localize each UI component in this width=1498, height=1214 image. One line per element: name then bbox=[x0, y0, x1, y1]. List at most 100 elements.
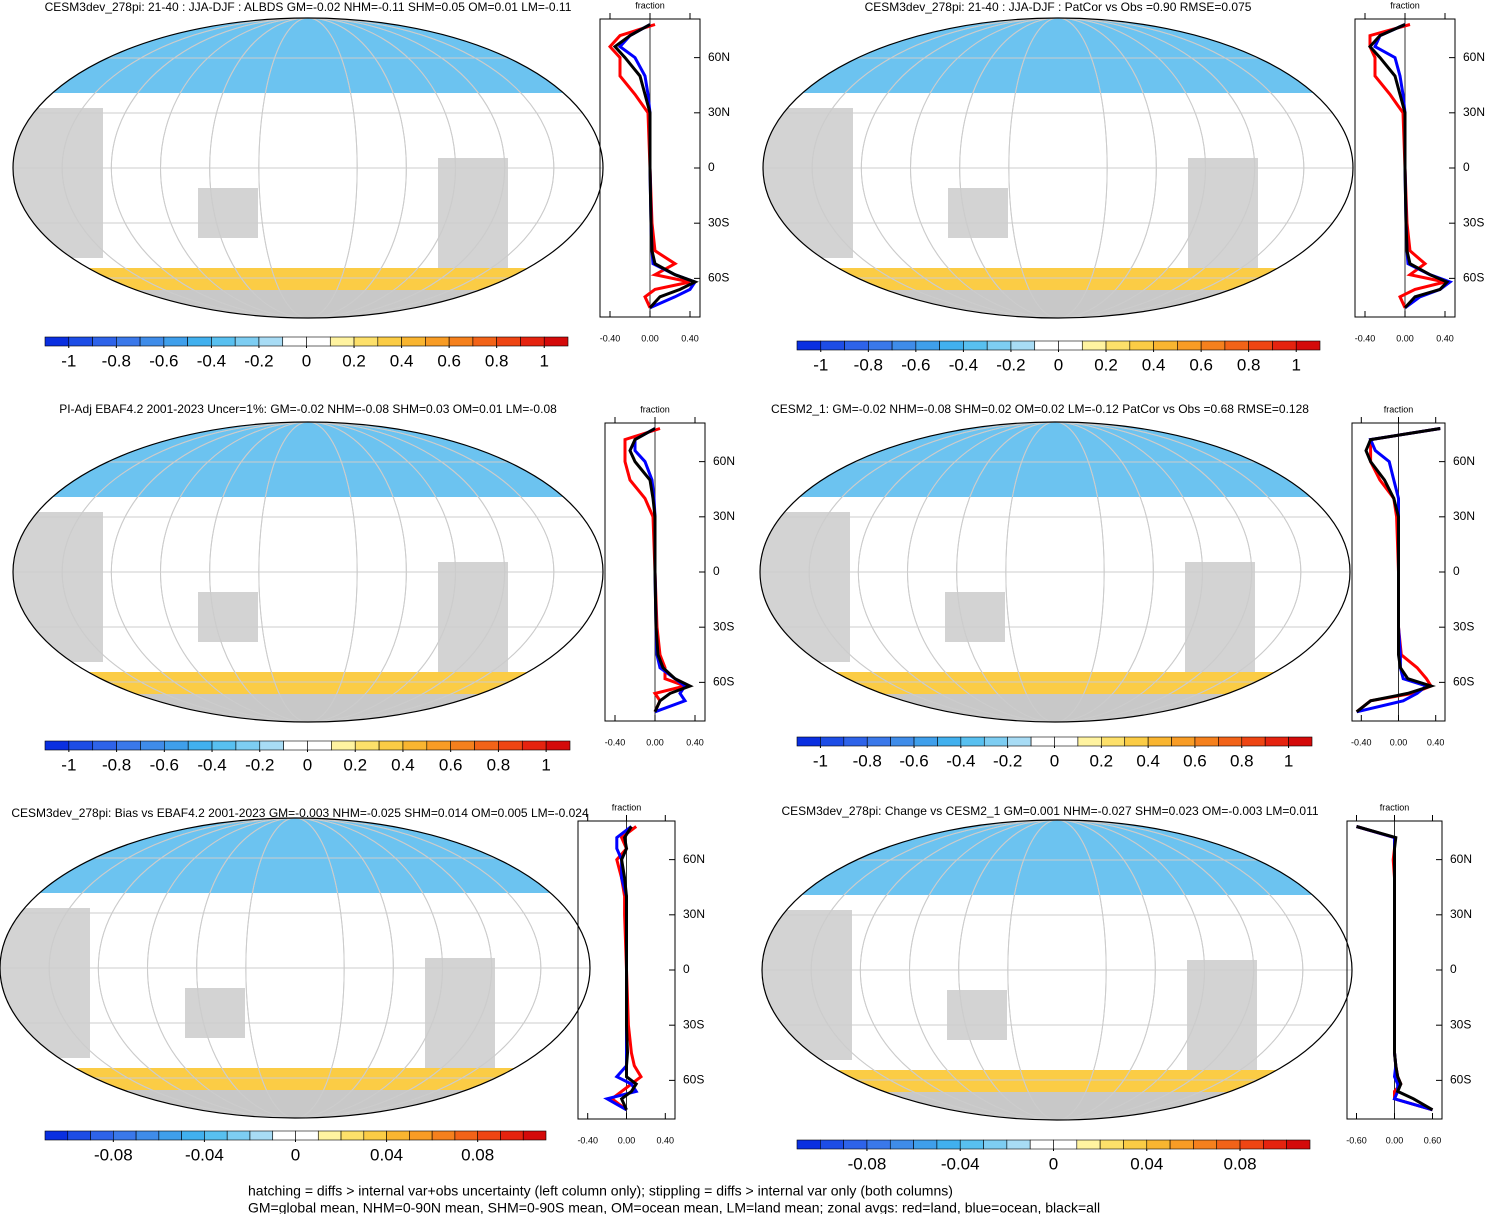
colorbar-box bbox=[211, 336, 236, 347]
map-meridian bbox=[196, 818, 394, 1118]
map-meridian bbox=[209, 422, 407, 722]
zonal-line bbox=[1368, 23, 1446, 309]
colorbar-label: 0.8 bbox=[487, 755, 511, 774]
y-tick-label: 60N bbox=[683, 852, 705, 866]
colorbar-label: 0.08 bbox=[1223, 1154, 1256, 1173]
colorbar-label: -0.04 bbox=[185, 1145, 224, 1164]
x-tick-label: 0.00 bbox=[1390, 737, 1408, 747]
map-field bbox=[0, 818, 590, 1118]
colorbar-label: -0.2 bbox=[993, 751, 1022, 770]
y-tick-label: 30S bbox=[1463, 215, 1484, 229]
colorbar-box bbox=[1129, 340, 1154, 351]
x-tick-label: 0.40 bbox=[657, 1135, 675, 1145]
map-meridian bbox=[910, 18, 1206, 318]
colorbar-box bbox=[936, 1139, 961, 1150]
colorbar-box bbox=[796, 1139, 821, 1150]
map-field bbox=[760, 422, 1350, 722]
y-tick-label: 60N bbox=[713, 454, 735, 468]
colorbar-box bbox=[402, 740, 428, 751]
colorbar-box bbox=[116, 740, 141, 751]
panel-title: PI-Adj EBAF4.2 2001-2023 Uncer=1%: GM=-0… bbox=[59, 402, 557, 416]
colorbar-label: 0 bbox=[302, 351, 311, 370]
colorbar-label: -0.4 bbox=[949, 355, 978, 374]
colorbar-label: 1 bbox=[539, 351, 548, 370]
map-meridian bbox=[1008, 18, 1108, 318]
colorbar-box bbox=[340, 1130, 365, 1141]
colorbar-label: 0.2 bbox=[343, 755, 367, 774]
colorbar-box bbox=[158, 1130, 182, 1141]
colorbar-box bbox=[545, 740, 571, 751]
land bbox=[13, 108, 103, 258]
colorbar-box bbox=[1077, 736, 1102, 747]
map-field bbox=[13, 422, 603, 722]
band-south bbox=[0, 1068, 590, 1090]
colorbar-box bbox=[1006, 1139, 1031, 1150]
map-meridian bbox=[857, 422, 1253, 722]
y-tick-label: 0 bbox=[708, 160, 715, 174]
colorbar-box bbox=[92, 336, 117, 347]
y-tick-label: 30S bbox=[713, 619, 734, 633]
colorbar-box bbox=[868, 340, 893, 351]
colorbar-label: -0.8 bbox=[102, 351, 131, 370]
land bbox=[13, 512, 103, 662]
colorbar-box bbox=[354, 740, 380, 751]
colorbar-box bbox=[1264, 736, 1289, 747]
y-tick-label: 30N bbox=[683, 907, 705, 921]
zonal-line bbox=[619, 825, 639, 1111]
map-field bbox=[763, 18, 1353, 318]
colorbar-box bbox=[259, 740, 284, 751]
band-north bbox=[13, 18, 603, 93]
colorbar-box bbox=[1239, 1139, 1264, 1150]
colorbar-label: -0.4 bbox=[197, 351, 226, 370]
colorbar-label: 0.6 bbox=[1183, 751, 1207, 770]
zonal-line bbox=[628, 427, 694, 713]
land-antarctica bbox=[13, 694, 603, 722]
zonal-xlabel: fraction bbox=[1380, 802, 1410, 812]
colorbar-label: -0.4 bbox=[946, 751, 975, 770]
colorbar-box bbox=[1288, 736, 1313, 747]
y-tick-label: 60S bbox=[1450, 1073, 1471, 1087]
y-tick-label: 30S bbox=[683, 1017, 704, 1031]
colorbar-box bbox=[500, 1130, 524, 1141]
map-border bbox=[12, 421, 604, 723]
zonal-line bbox=[612, 23, 699, 309]
colorbar-box bbox=[44, 740, 70, 751]
band-north bbox=[760, 422, 1350, 497]
zonal-xlabel: fraction bbox=[640, 404, 670, 414]
x-tick-label: -0.60 bbox=[1346, 1135, 1367, 1145]
map-meridian bbox=[209, 18, 407, 318]
colorbar-box bbox=[796, 736, 821, 747]
y-tick-label: 60N bbox=[1450, 852, 1472, 866]
land bbox=[763, 108, 853, 258]
map-meridian bbox=[110, 422, 506, 722]
x-tick-label: 0.40 bbox=[686, 737, 704, 747]
x-tick-label: -0.40 bbox=[577, 1135, 598, 1145]
band-north bbox=[13, 422, 603, 497]
land-antarctica bbox=[763, 290, 1353, 318]
y-tick-label: 0 bbox=[1450, 962, 1457, 976]
colorbar-box bbox=[44, 1130, 69, 1141]
colorbar-box bbox=[44, 336, 70, 347]
colorbar-label: 1 bbox=[1284, 751, 1293, 770]
colorbar-box bbox=[1248, 340, 1273, 351]
colorbar-box bbox=[307, 740, 332, 751]
colorbar-label: 0 bbox=[291, 1145, 300, 1164]
colorbar-box bbox=[181, 1130, 205, 1141]
zonal-xlabel: fraction bbox=[1384, 404, 1414, 414]
zonal-xlabel: fraction bbox=[635, 0, 665, 10]
y-tick-label: 30S bbox=[1450, 1017, 1471, 1031]
colorbar-label: 0.08 bbox=[461, 1145, 494, 1164]
colorbar-label: 0.2 bbox=[1094, 355, 1118, 374]
colorbar-box bbox=[163, 336, 188, 347]
colorbar-label: -0.2 bbox=[245, 755, 274, 774]
colorbar-box bbox=[983, 736, 1008, 747]
band-south bbox=[13, 268, 603, 290]
panel-title: CESM3dev_278pi: 21-40 : JJA-DJF : ALBDS … bbox=[45, 0, 572, 14]
land-antarctica bbox=[0, 1090, 590, 1118]
colorbar-box bbox=[496, 336, 521, 347]
colorbar-box bbox=[1099, 1139, 1124, 1150]
colorbar-label: 0.8 bbox=[1237, 355, 1261, 374]
colorbar-box bbox=[90, 1130, 114, 1141]
land bbox=[438, 562, 508, 682]
colorbar-label: 0.04 bbox=[1130, 1154, 1163, 1173]
